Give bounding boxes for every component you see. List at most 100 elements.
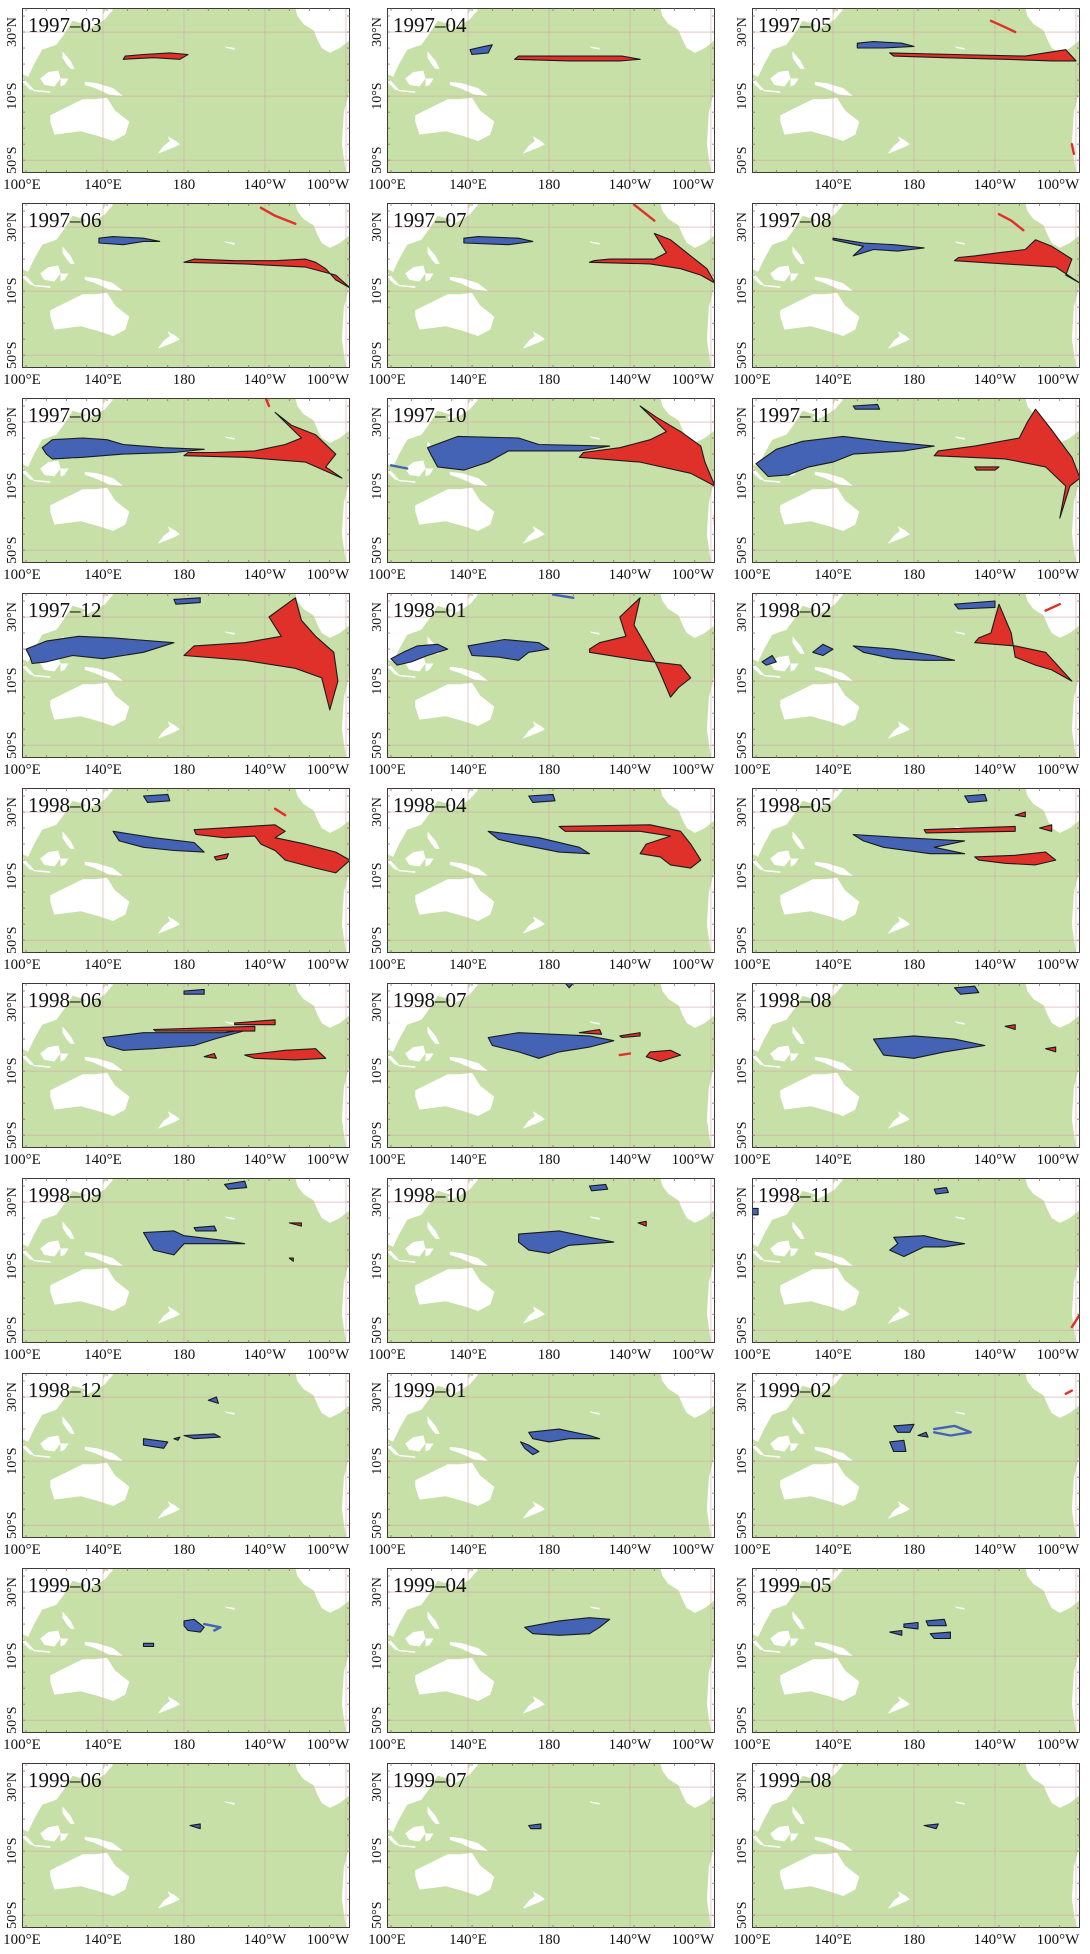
ocean-background [387,1568,715,1733]
new-zealand-landmass [157,1501,180,1519]
map-panel: 1999–08 30°N 10°S 50°S 100°E 140°E 180 140°W 100… [733,1763,1080,1948]
new-zealand-landmass [157,136,180,154]
lat-tick-label: 50°S [5,1707,20,1734]
north-america-landmass [1025,8,1080,53]
panel-title: 1998–01 [393,598,467,622]
asia-landmass [752,1568,833,1637]
warm-anomaly-region [558,824,702,869]
lon-tick-label: 180 [903,1347,926,1363]
lon-tick-label: 140°E [814,1152,852,1168]
australia-landmass [50,292,130,336]
lon-tick-label: 140°W [244,762,287,778]
japan-landmass [812,1568,844,1591]
lat-tick-label: 50°S [370,537,385,564]
warm-anomaly-region [974,603,1073,682]
map-frame [387,1568,715,1733]
borneo-landmass [770,1435,791,1452]
sumatra-landmass [387,1831,400,1845]
panel-title: 1997–09 [28,403,102,427]
north-america-landmass [660,1568,715,1613]
java-landmass [397,869,416,873]
new-zealand-landmass [522,526,545,544]
hawaii-landmass [224,46,235,50]
warm-anomaly-region [923,825,1016,834]
lon-tick-label: 100°W [307,1542,350,1558]
lat-tick-label: 50°S [370,147,385,174]
map-frame [22,398,350,563]
sulawesi-landmass [60,273,69,282]
north-america-landmass [295,593,350,638]
lon-tick-label: 180 [173,762,196,778]
lat-tick-label: 10°S [5,1447,20,1474]
lon-tick-label: 140°E [449,1932,487,1948]
warm-anomaly-region [213,853,230,861]
ocean-background [752,1373,1080,1538]
philippines-landmass [792,1221,805,1239]
warm-anomaly-region [193,824,350,874]
map-frame [752,593,1080,758]
lat-tick-label: 50°S [5,732,20,759]
borneo-landmass [40,70,61,87]
hawaii-landmass [224,1411,235,1415]
lon-tick-label: 140°W [244,372,287,388]
sulawesi-landmass [60,1833,69,1842]
asia-landmass [752,398,833,467]
warm-anomaly-speckle [1064,1389,1074,1395]
map-frame [22,983,350,1148]
north-america-landmass [295,983,350,1028]
australia-landmass [415,292,495,336]
ocean-background [387,593,715,758]
map-panel: 1997–03 30°N 10°S 50°S 100°E 140°E 180 140°W 100… [3,8,350,193]
map-panel: 1998–02 30°N 10°S 50°S 100°E 140°E 180 140°W 100… [733,593,1080,778]
lat-tick-label: 50°S [735,1902,750,1929]
philippines-landmass [427,51,440,69]
map-svg: 1998–03 30°N 10°S 50°S 100°E 140°E 180 140°W 100… [3,788,350,973]
lon-tick-label: 140°E [449,177,487,193]
warm-anomaly-speckle [618,1052,632,1057]
lat-tick-label: 50°S [370,927,385,954]
sulawesi-landmass [425,78,434,87]
lat-tick-label: 50°S [735,1512,750,1539]
warm-anomaly-region [1004,1024,1016,1031]
lat-tick-label: 10°S [5,277,20,304]
philippines-landmass [62,1806,75,1824]
lon-tick-label: 140°E [449,372,487,388]
new-zealand-landmass [522,916,545,934]
lat-tick-label: 10°S [370,472,385,499]
lat-tick-label: 10°S [370,82,385,109]
lon-tick-label: 180 [173,372,196,388]
asia-landmass [387,1568,468,1637]
map-panel: 1998–08 30°N 10°S 50°S 100°E 140°E 180 140°W 100… [733,983,1080,1168]
warm-anomaly-region [933,408,1080,519]
map-svg: 1999–04 30°N 10°S 50°S 100°E 140°E 180 140°W 100… [368,1568,715,1753]
ocean-background [387,788,715,953]
cold-anomaly-region [893,1423,915,1433]
lon-tick-label: 140°W [609,567,652,583]
lon-tick-label: 180 [538,1152,561,1168]
lat-tick-label: 10°S [735,472,750,499]
lat-tick-label: 10°S [735,1837,750,1864]
lon-tick-label: 140°E [84,1542,122,1558]
panel-title: 1999–04 [393,1573,467,1597]
cold-anomaly-region [923,1823,939,1830]
japan-landmass [447,788,479,811]
lon-tick-label: 100°E [3,762,41,778]
panel-title: 1997–05 [758,13,832,37]
warm-anomaly-region [974,851,1057,866]
lat-tick-label: 10°S [370,1252,385,1279]
lon-tick-label: 140°W [244,177,287,193]
lat-tick-label: 10°S [735,82,750,109]
north-america-landmass [1025,1763,1080,1808]
lon-tick-label: 100°W [672,1347,715,1363]
australia-landmass [415,97,495,141]
map-panel: 1997–11 30°N 10°S 50°S 100°E 140°E 180 140°W 100… [733,398,1080,583]
borneo-landmass [405,1630,426,1647]
north-america-landmass [660,1763,715,1808]
asia-landmass [752,788,833,857]
warm-anomaly-speckle [989,19,1017,34]
australia-landmass [780,1267,860,1311]
north-america-landmass [660,8,715,53]
new-guinea-landmass [814,1251,854,1267]
map-frame [387,8,715,173]
borneo-landmass [770,265,791,282]
